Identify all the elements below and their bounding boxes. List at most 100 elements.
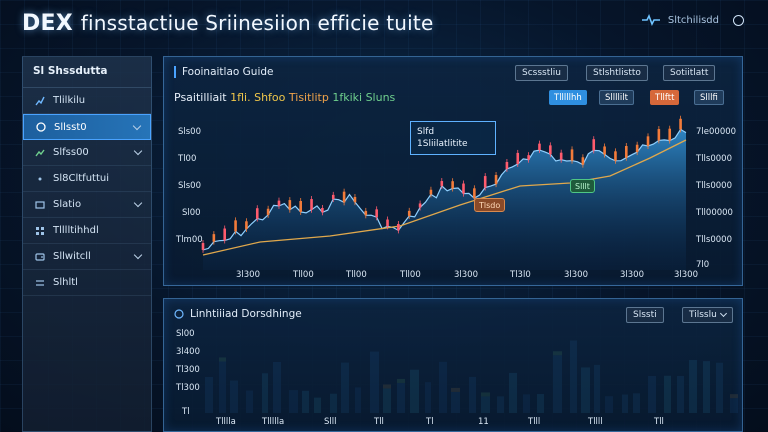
volume-x-tick: Tll xyxy=(654,417,664,427)
chart-icon xyxy=(35,96,45,105)
y-tick-right: Tlls0000 xyxy=(696,235,732,245)
timeframe-chip-1[interactable]: Tlllllhh xyxy=(549,90,587,105)
x-tick: Tll00 xyxy=(293,270,314,280)
chart-tooltip: Slfd 1Sliilatlitite xyxy=(410,121,496,155)
sidebar-item-2[interactable]: Sllsst0 xyxy=(23,114,151,140)
summary-volume: 1fkiki Sluns xyxy=(332,91,396,104)
candle xyxy=(462,183,465,194)
x-tick: 3l300 xyxy=(236,270,260,280)
candle xyxy=(646,136,650,146)
sidebar-item-5[interactable]: Slatio xyxy=(23,192,151,218)
volume-x-tick: 11 xyxy=(478,417,489,427)
candle xyxy=(527,155,530,160)
candle xyxy=(342,191,346,203)
candle xyxy=(559,152,563,160)
candle xyxy=(201,243,205,250)
sidebar-item-label: Sl8Cltfuttui xyxy=(53,173,109,184)
volume-dropdown-2[interactable]: Tilsslu xyxy=(682,307,733,323)
info-icon xyxy=(174,309,184,319)
sidebar-item-3[interactable]: Slfss00 xyxy=(23,140,151,166)
candle xyxy=(245,221,248,230)
volume-x-tick: Slll xyxy=(324,417,337,427)
candle xyxy=(668,128,672,141)
candle xyxy=(375,209,378,218)
y-tick-right: 7l0 xyxy=(696,260,710,270)
y-tick-right: Tll00000 xyxy=(696,208,733,218)
candle xyxy=(483,176,487,188)
pulse-icon xyxy=(641,14,660,26)
x-tick: 3l300 xyxy=(674,270,698,280)
candle xyxy=(625,146,628,158)
candle xyxy=(635,144,639,153)
candle xyxy=(288,200,292,210)
tooltip-line-1: Slfd xyxy=(417,127,435,137)
sidebar-item-label: Slhltl xyxy=(53,277,78,288)
moving-average-line xyxy=(202,139,687,256)
volume-x-tick: Tllll xyxy=(588,417,603,427)
y-tick-left: Sls00 xyxy=(178,181,202,191)
volume-x-tick: Tlll xyxy=(528,417,541,427)
x-tick: Tll00 xyxy=(346,270,367,280)
x-tick: 3l300 xyxy=(620,270,644,280)
chart-button-2[interactable]: Stlshtlistto xyxy=(586,65,648,81)
candle xyxy=(397,224,400,231)
x-tick: Tll00 xyxy=(400,270,421,280)
price-chart-title-text: Fooinaitlao Guide xyxy=(182,66,274,78)
y-tick-left: Sl00 xyxy=(182,208,201,218)
candle xyxy=(223,228,227,241)
price-line xyxy=(202,128,687,251)
sidebar-item-8[interactable]: Slhltl xyxy=(23,270,151,296)
candle xyxy=(679,118,682,130)
sidebar-item-6[interactable]: Tlllltihhdl xyxy=(23,218,151,244)
candle xyxy=(516,152,520,164)
dot-icon xyxy=(38,177,42,180)
profile-circle-icon[interactable] xyxy=(733,14,744,26)
candle xyxy=(310,199,313,210)
y-tick-left: Sls00 xyxy=(178,127,202,137)
summary-change: Tisitlitp xyxy=(288,91,329,104)
candle xyxy=(549,145,552,155)
timeframe-chip-3[interactable]: Tllftt xyxy=(650,90,680,105)
sidebar-item-label: Slfss00 xyxy=(53,147,89,158)
app-title: DEX finsstactiue Sriinesiion efficie tui… xyxy=(22,11,433,36)
header-status: Sltchilisdd xyxy=(641,14,744,26)
candle xyxy=(331,194,335,200)
dropdown-label: Tilsslu xyxy=(689,310,717,320)
candle xyxy=(581,157,585,165)
sidebar-item-4[interactable]: Sl8Cltfuttui xyxy=(23,166,151,192)
price-summary-line: Psaitilliait 1fli. Shfoo Tisitlitp 1fkik… xyxy=(174,91,395,104)
grid-icon xyxy=(36,226,44,235)
title-accent-bar xyxy=(174,66,176,78)
price-chart-title: Fooinaitlao Guide xyxy=(174,66,274,78)
app-header: DEX finsstactiue Sriinesiion efficie tui… xyxy=(0,0,768,46)
candle xyxy=(321,207,324,213)
candle xyxy=(277,200,281,206)
volume-x-tick: Tl xyxy=(426,417,434,427)
candle xyxy=(234,220,237,232)
timeframe-chip-4[interactable]: Slllfi xyxy=(694,90,724,105)
sidebar-item-label: Tlilkilu xyxy=(53,95,86,106)
coin-icon xyxy=(36,122,46,132)
candle xyxy=(266,208,270,215)
price-tag-green: Slllt xyxy=(570,179,595,193)
chevron-down-icon xyxy=(719,309,727,318)
volume-panel-title-text: Linhtiiiad Dorsdhinge xyxy=(190,308,302,320)
volume-y-tick: Tl xyxy=(182,407,190,417)
candle xyxy=(255,208,259,219)
header-status-text: Sltchilisdd xyxy=(667,14,719,26)
candle xyxy=(657,129,661,141)
timeframe-chip-2[interactable]: Sllllilt xyxy=(599,90,634,105)
candle xyxy=(440,181,444,186)
candle xyxy=(299,200,302,212)
chart-button-3[interactable]: Sotiitlatt xyxy=(663,65,716,81)
volume-y-tick: Tl300 xyxy=(176,365,200,375)
sidebar-heading: Sl Shssdutta xyxy=(23,57,151,88)
x-tick: Tl3l0 xyxy=(510,270,531,280)
chart-button-1[interactable]: Scssstliu xyxy=(515,65,568,81)
candle xyxy=(494,175,498,185)
sidebar-item-1[interactable]: Tlilkilu xyxy=(23,88,151,114)
volume-dropdown-1[interactable]: Slssti xyxy=(626,307,664,323)
sidebar-item-7[interactable]: Sllwitcll xyxy=(23,244,151,270)
x-tick: 3l300 xyxy=(564,270,588,280)
price-area xyxy=(203,129,686,270)
